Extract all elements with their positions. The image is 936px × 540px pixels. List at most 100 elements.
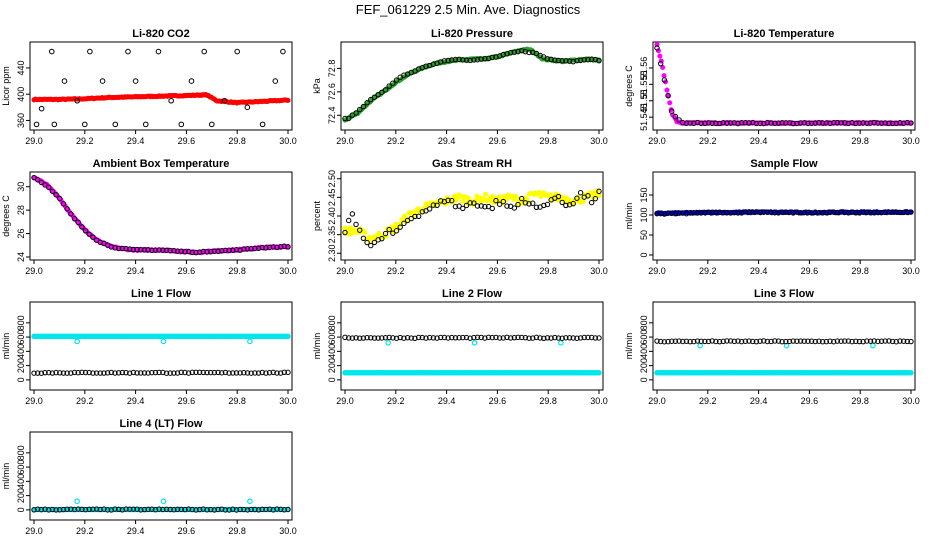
data-point <box>563 202 569 209</box>
data-point <box>285 506 291 513</box>
data-point <box>274 244 280 251</box>
data-point <box>112 370 118 376</box>
data-point <box>823 210 830 216</box>
data-point <box>108 244 115 250</box>
data-point <box>280 48 286 55</box>
data-point <box>171 248 177 254</box>
data-point <box>211 507 218 513</box>
data-point <box>592 195 599 202</box>
data-point <box>101 506 107 512</box>
data-point <box>152 247 159 253</box>
series-average <box>31 369 291 376</box>
data-point <box>138 247 144 253</box>
data-point <box>209 121 215 128</box>
data-point <box>720 210 726 216</box>
data-point <box>691 210 697 216</box>
data-point <box>580 198 586 205</box>
data-point <box>764 119 771 126</box>
y-tick-label: 72.8 <box>327 60 337 78</box>
data-point <box>657 60 664 67</box>
chart-panel-9: Line 3 Flow ml/min 29.0 29.2 29.4 29.6 29.8 30.… <box>624 288 920 406</box>
data-point <box>655 48 661 54</box>
x-tick-label: 29.8 <box>539 136 557 146</box>
data-point <box>234 48 240 55</box>
data-point <box>441 58 448 64</box>
chart-title: Sample Flow <box>750 158 818 170</box>
data-point <box>281 507 288 513</box>
x-tick-label: 29.6 <box>801 266 819 276</box>
plot-frame <box>340 41 604 131</box>
data-point <box>870 342 876 349</box>
data-point <box>808 120 815 126</box>
y-tick-label: 50 <box>639 230 649 240</box>
data-point <box>237 506 243 513</box>
data-point <box>357 106 363 113</box>
data-point <box>504 334 510 341</box>
data-point <box>669 210 675 216</box>
data-point <box>368 96 374 103</box>
data-point <box>185 370 192 376</box>
data-point <box>393 228 400 234</box>
data-point <box>768 338 774 345</box>
data-point <box>46 507 52 513</box>
data-point <box>285 333 291 340</box>
data-point <box>397 224 403 230</box>
data-point <box>661 77 668 83</box>
y-tick-label: 0 <box>16 377 26 382</box>
y-axis-label: ml/min <box>624 333 634 360</box>
data-point <box>559 58 565 64</box>
series-high-rate <box>31 91 291 106</box>
data-point <box>386 83 392 89</box>
data-point <box>248 506 254 513</box>
y-tick-label: 72.6 <box>327 83 337 101</box>
series-average <box>654 338 914 345</box>
data-point <box>467 57 473 64</box>
data-point <box>38 179 45 186</box>
data-point <box>731 120 738 126</box>
data-point <box>577 57 584 64</box>
data-point <box>353 110 359 116</box>
data-point <box>875 120 881 126</box>
plot-frame <box>340 171 604 261</box>
x-tick-label: 29.2 <box>699 266 717 276</box>
data-point <box>713 120 719 126</box>
data-point <box>530 335 536 341</box>
x-tick-label: 29.0 <box>648 396 666 406</box>
data-point <box>680 119 686 126</box>
data-point <box>127 506 133 512</box>
data-point <box>772 120 778 126</box>
data-point <box>386 334 392 341</box>
data-point <box>104 507 111 513</box>
data-point <box>456 203 462 209</box>
data-point <box>875 209 881 216</box>
data-point <box>845 120 852 127</box>
data-point <box>694 338 701 344</box>
data-point <box>434 335 440 341</box>
x-tick-label: 29.6 <box>178 526 196 536</box>
data-point <box>277 244 284 250</box>
data-point <box>353 335 359 341</box>
data-point <box>138 507 144 513</box>
data-point <box>908 370 914 376</box>
data-point <box>266 370 273 376</box>
data-point <box>71 506 78 513</box>
data-point <box>178 369 184 376</box>
data-point <box>489 205 495 212</box>
data-point <box>423 335 429 341</box>
data-point <box>68 506 74 512</box>
chart-title: Li-820 CO2 <box>132 28 189 40</box>
data-point <box>735 338 741 344</box>
data-point <box>152 369 159 376</box>
data-point <box>49 506 56 513</box>
data-point <box>230 247 236 253</box>
data-point <box>263 245 269 251</box>
data-point <box>60 201 67 207</box>
data-point <box>705 338 712 345</box>
data-point <box>893 339 899 345</box>
data-point <box>270 244 276 250</box>
data-point <box>849 119 855 126</box>
data-point <box>412 335 418 341</box>
data-point <box>727 120 734 126</box>
data-point <box>285 244 291 250</box>
data-point <box>252 506 258 513</box>
